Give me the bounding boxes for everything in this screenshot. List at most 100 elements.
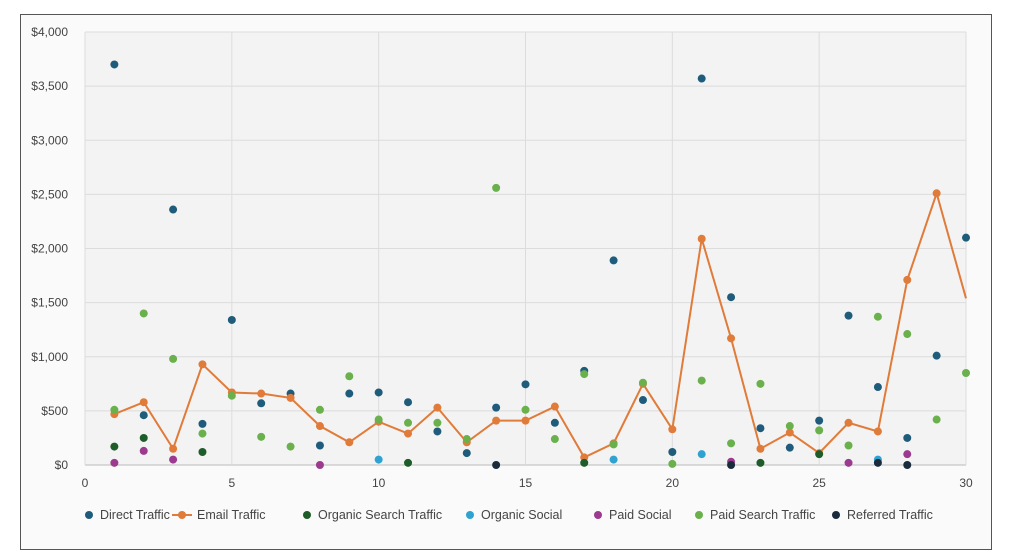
point-direct-traffic	[227, 315, 236, 324]
point-paid-search-traffic	[785, 422, 794, 431]
point-direct-traffic	[609, 256, 618, 265]
point-direct-traffic	[404, 398, 413, 407]
x-tick-label: 30	[959, 476, 973, 490]
point-paid-search-traffic	[844, 441, 853, 450]
point-direct-traffic	[756, 424, 765, 433]
point-email-traffic	[433, 403, 442, 412]
legend-marker-icon	[178, 511, 186, 519]
point-email-traffic	[785, 428, 794, 437]
point-direct-traffic	[697, 74, 706, 83]
point-organic-search-traffic	[139, 433, 148, 442]
point-direct-traffic	[521, 380, 530, 389]
point-organic-search-traffic	[756, 458, 765, 467]
point-direct-traffic	[433, 427, 442, 436]
point-paid-search-traffic	[521, 405, 530, 414]
point-paid-social	[903, 450, 912, 459]
point-email-traffic	[169, 444, 178, 453]
point-paid-search-traffic	[198, 429, 207, 438]
point-direct-traffic	[668, 448, 677, 457]
x-tick-label: 10	[372, 476, 386, 490]
point-email-traffic	[345, 438, 354, 447]
point-email-traffic	[932, 189, 941, 198]
point-direct-traffic	[962, 233, 970, 242]
point-email-traffic	[257, 389, 266, 398]
point-referred-traffic	[903, 461, 912, 469]
point-paid-search-traffic	[962, 368, 970, 377]
point-email-traffic	[492, 416, 501, 425]
point-direct-traffic	[374, 388, 383, 397]
point-paid-social	[169, 455, 178, 464]
legend-marker-icon	[466, 511, 474, 519]
legend-label: Paid Social	[609, 508, 672, 522]
point-paid-social	[844, 458, 853, 467]
point-email-traffic	[844, 418, 853, 427]
point-paid-search-traffic	[638, 378, 647, 387]
x-tick-label: 0	[82, 476, 89, 490]
legend-label: Organic Social	[481, 508, 562, 522]
point-referred-traffic	[492, 461, 501, 469]
point-direct-traffic	[785, 443, 794, 452]
point-email-traffic	[521, 416, 530, 425]
point-paid-search-traffic	[374, 415, 383, 424]
point-paid-search-traffic	[903, 330, 912, 339]
point-paid-search-traffic	[932, 415, 941, 424]
y-tick-label: $1,000	[31, 350, 68, 364]
point-paid-social	[110, 458, 119, 467]
point-organic-search-traffic	[404, 458, 413, 467]
y-tick-label: $2,000	[31, 242, 68, 256]
point-direct-traffic	[315, 441, 324, 450]
legend-label: Paid Search Traffic	[710, 508, 815, 522]
point-direct-traffic	[903, 433, 912, 442]
point-email-traffic	[668, 425, 677, 434]
point-email-traffic	[286, 393, 295, 402]
point-paid-search-traffic	[139, 309, 148, 318]
point-paid-search-traffic	[668, 459, 677, 468]
point-paid-search-traffic	[492, 183, 501, 192]
point-organic-search-traffic	[110, 442, 119, 451]
point-direct-traffic	[492, 403, 501, 412]
point-direct-traffic	[550, 418, 559, 427]
point-email-traffic	[139, 398, 148, 407]
point-email-traffic	[315, 422, 324, 431]
x-tick-label: 20	[666, 476, 680, 490]
point-direct-traffic	[815, 416, 824, 425]
point-direct-traffic	[110, 60, 119, 69]
point-referred-traffic	[873, 458, 882, 467]
point-paid-search-traffic	[727, 439, 736, 448]
legend-marker-icon	[695, 511, 703, 519]
point-organic-search-traffic	[815, 450, 824, 459]
x-tick-label: 25	[812, 476, 826, 490]
point-organic-social	[374, 455, 383, 464]
point-direct-traffic	[873, 383, 882, 392]
point-direct-traffic	[169, 205, 178, 214]
point-direct-traffic	[198, 419, 207, 428]
point-organic-search-traffic	[580, 458, 589, 467]
point-direct-traffic	[638, 396, 647, 405]
legend-marker-icon	[594, 511, 602, 519]
x-tick-label: 15	[519, 476, 533, 490]
point-paid-search-traffic	[609, 440, 618, 449]
legend-label: Organic Search Traffic	[318, 508, 442, 522]
point-organic-social	[609, 455, 618, 464]
point-organic-search-traffic	[198, 448, 207, 457]
point-paid-search-traffic	[815, 426, 824, 435]
x-tick-label: 5	[228, 476, 235, 490]
point-email-traffic	[404, 429, 413, 438]
y-tick-label: $500	[41, 404, 68, 418]
y-tick-label: $3,500	[31, 79, 68, 93]
point-direct-traffic	[462, 449, 471, 458]
point-paid-search-traffic	[257, 432, 266, 441]
point-paid-search-traffic	[227, 391, 236, 400]
point-paid-search-traffic	[462, 435, 471, 444]
point-referred-traffic	[727, 461, 736, 469]
point-email-traffic	[727, 334, 736, 343]
y-tick-label: $2,500	[31, 187, 68, 201]
legend-label: Direct Traffic	[100, 508, 170, 522]
point-direct-traffic	[932, 351, 941, 360]
point-email-traffic	[903, 275, 912, 284]
y-tick-label: $4,000	[31, 25, 68, 39]
point-organic-social	[697, 450, 706, 459]
point-email-traffic	[198, 360, 207, 369]
point-direct-traffic	[727, 293, 736, 302]
point-email-traffic	[873, 427, 882, 436]
